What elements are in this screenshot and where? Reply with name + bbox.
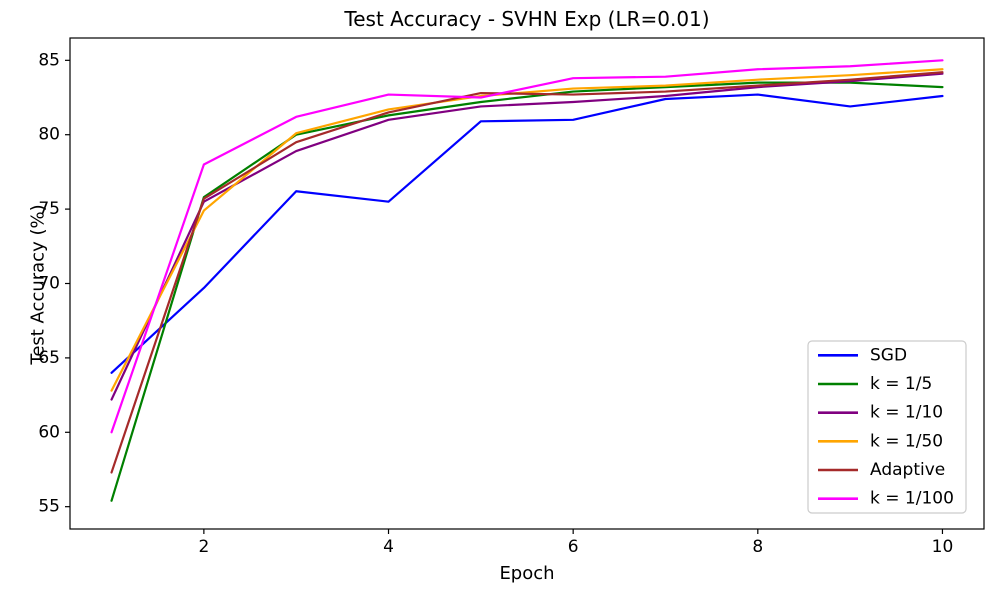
legend-label-1: SGD [870,345,907,365]
legend-label-4: k = 1/50 [870,431,943,451]
y-tick-label: 85 [38,50,60,70]
y-tick-label: 55 [38,497,60,517]
legend-label-3: k = 1/10 [870,403,943,423]
chart-title: Test Accuracy - SVHN Exp (LR=0.01) [344,7,710,31]
series-line-adaptive [110,71,944,474]
y-tick-label: 75 [38,199,60,219]
x-axis-label: Epoch [499,563,555,584]
series-line-k-1-50 [110,68,944,392]
y-tick-label: 70 [38,274,60,294]
x-tick-label: 10 [932,537,954,557]
y-tick-label: 65 [38,348,60,368]
y-tick-label: 80 [38,125,60,145]
x-tick-label: 2 [198,537,209,557]
series-line-k-1-100 [110,59,944,434]
series-line-k-1-10 [110,72,944,401]
legend-label-5: Adaptive [870,460,945,480]
x-tick-label: 4 [383,537,394,557]
x-tick-label: 8 [752,537,763,557]
x-tick-label: 6 [568,537,579,557]
legend-label-2: k = 1/5 [870,374,932,394]
legend-label-6: k = 1/100 [870,489,954,509]
y-tick-label: 60 [38,422,60,442]
legend-box [807,340,967,514]
series-line-sgd [110,93,944,374]
